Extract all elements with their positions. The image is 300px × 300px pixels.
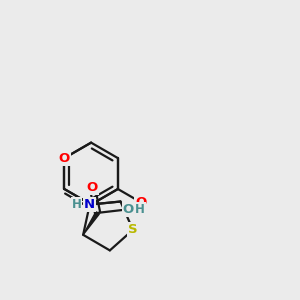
- Text: O: O: [135, 196, 146, 209]
- Text: H: H: [71, 198, 81, 211]
- Text: S: S: [128, 223, 138, 236]
- Text: H: H: [135, 203, 145, 216]
- Text: O: O: [87, 181, 98, 194]
- Text: O: O: [59, 152, 70, 165]
- Polygon shape: [83, 212, 99, 235]
- Text: O: O: [123, 203, 134, 216]
- Text: N: N: [84, 198, 95, 211]
